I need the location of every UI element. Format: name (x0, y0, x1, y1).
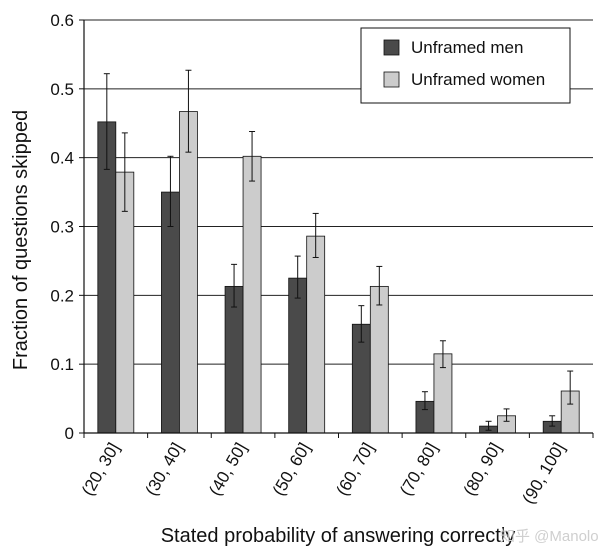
bar-men (224, 285, 244, 434)
y-tick-label: 0.4 (50, 149, 74, 168)
x-tick-label: (90, 100] (519, 440, 569, 508)
legend: Unframed men Unframed women (360, 27, 571, 104)
x-tick-label: (60, 70] (332, 440, 377, 499)
x-tick-label: (30, 40] (142, 440, 187, 499)
x-axis-title: Stated probability of answering correctl… (161, 525, 516, 547)
legend-swatch-unframed-women (383, 71, 400, 88)
legend-swatch-unframed-men (383, 39, 400, 56)
bar-men (288, 277, 308, 434)
y-tick-label: 0.6 (50, 11, 74, 30)
bar-men (161, 191, 180, 434)
error-bars (103, 69, 574, 431)
y-tick-label: 0.3 (50, 218, 74, 237)
bar-women (242, 155, 262, 434)
axes (79, 19, 594, 438)
y-tick-label: 0.1 (50, 355, 74, 374)
bar-women (369, 285, 389, 434)
bars (97, 111, 580, 434)
bar-women (179, 111, 198, 434)
legend-label-unframed-women: Unframed women (411, 70, 545, 89)
bar-women (306, 235, 326, 434)
x-tick-label: (50, 60] (269, 440, 314, 499)
y-tick-label: 0 (65, 424, 74, 443)
x-tick-label: (40, 50] (205, 440, 250, 499)
x-tick-label: (80, 90] (460, 440, 505, 499)
y-tick-label: 0.5 (50, 80, 74, 99)
watermark: 知乎 @Manolo (500, 528, 599, 545)
legend-label-unframed-men: Unframed men (411, 38, 523, 57)
x-tick-label: (70, 80] (396, 440, 441, 499)
y-axis-title: Fraction of questions skipped (10, 110, 32, 370)
y-tick-label: 0.2 (50, 286, 74, 305)
x-tick-label: (20, 30] (78, 440, 123, 499)
